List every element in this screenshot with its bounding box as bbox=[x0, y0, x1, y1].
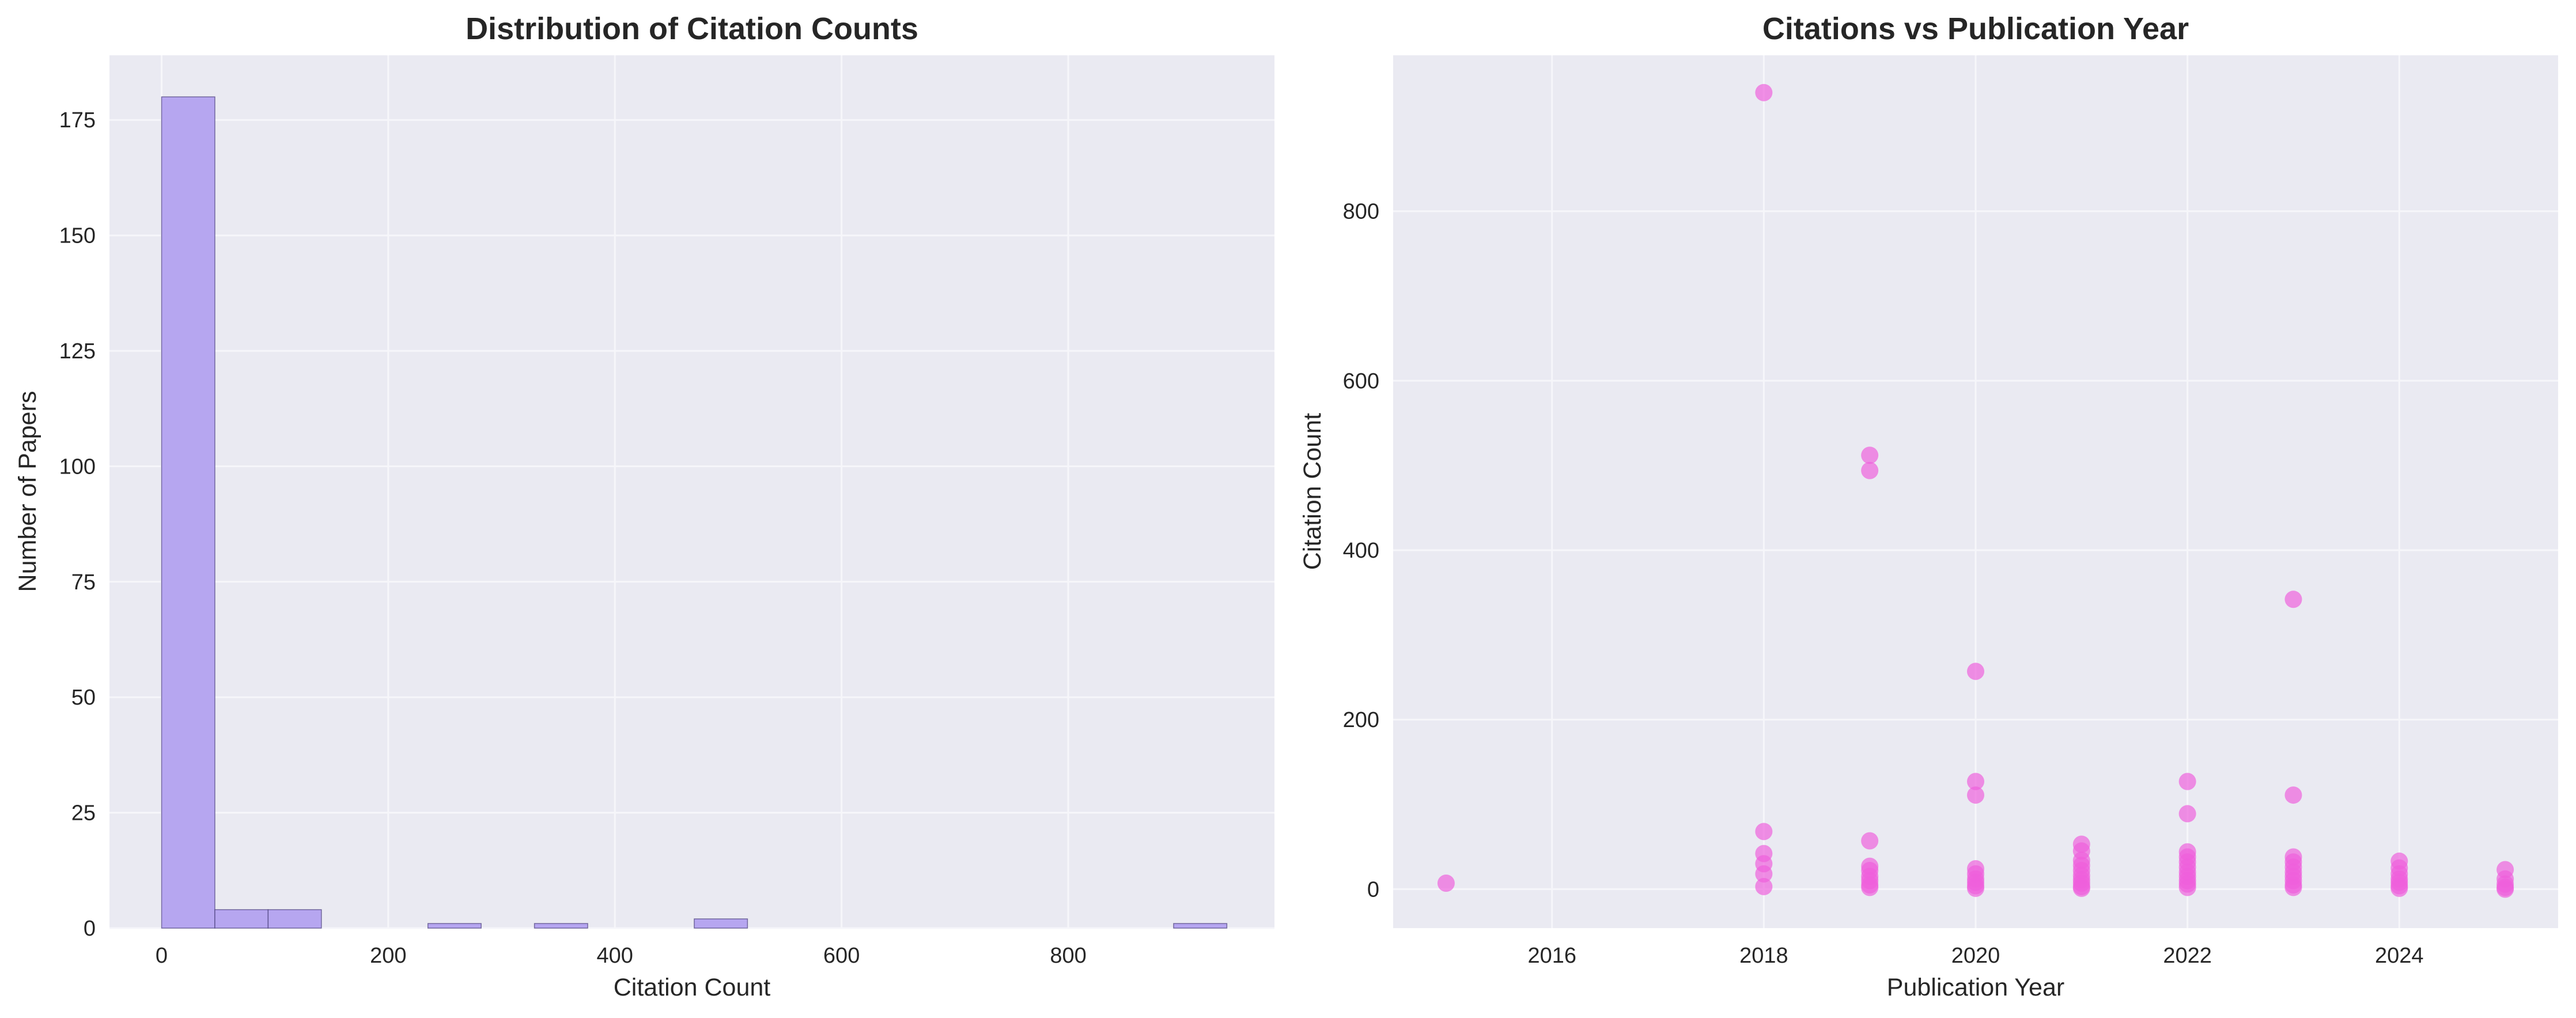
scatter-panel: Citations vs Publication Year 2016 2018 20… bbox=[1299, 12, 2558, 1001]
scatter-point bbox=[1861, 879, 1879, 896]
y-tick-label: 400 bbox=[1343, 539, 1379, 563]
histogram-title: Distribution of Citation Counts bbox=[466, 12, 918, 46]
scatter-point bbox=[2284, 786, 2302, 804]
scatter-x-axis-label: Publication Year bbox=[1887, 974, 2064, 1001]
x-tick-label: 800 bbox=[1050, 944, 1086, 968]
histogram-x-ticks: 0 200 400 600 800 bbox=[156, 944, 1087, 968]
scatter-title: Citations vs Publication Year bbox=[1762, 12, 2189, 46]
scatter-point bbox=[1967, 786, 1984, 804]
x-tick-label: 200 bbox=[370, 944, 406, 968]
scatter-point bbox=[2178, 879, 2196, 896]
scatter-point bbox=[1755, 84, 1773, 101]
y-tick-label: 0 bbox=[84, 917, 96, 941]
scatter-point bbox=[2390, 879, 2408, 897]
histogram-plot-area bbox=[109, 55, 1274, 928]
scatter-y-axis-label: Citation Count bbox=[1299, 413, 1326, 570]
scatter-point bbox=[2178, 805, 2196, 823]
histogram-bar bbox=[214, 909, 269, 929]
scatter-point bbox=[1437, 875, 1455, 892]
scatter-points bbox=[1437, 84, 2514, 898]
scatter-point bbox=[2496, 880, 2514, 898]
y-tick-label: 0 bbox=[1367, 877, 1379, 902]
x-tick-label: 2020 bbox=[1951, 944, 2000, 968]
scatter-point bbox=[2178, 773, 2196, 790]
scatter-point bbox=[2284, 591, 2302, 608]
y-tick-label: 175 bbox=[59, 108, 96, 133]
histogram-bars bbox=[161, 96, 1228, 929]
y-tick-label: 125 bbox=[59, 339, 96, 364]
y-tick-label: 200 bbox=[1343, 708, 1379, 732]
x-tick-label: 2022 bbox=[2163, 944, 2212, 968]
histogram-panel: Distribution of Citation Counts 0 200 400 6… bbox=[14, 12, 1274, 1001]
scatter-point bbox=[1861, 461, 1879, 479]
x-tick-label: 2024 bbox=[2375, 944, 2424, 968]
y-tick-label: 25 bbox=[71, 801, 96, 826]
histogram-bar bbox=[427, 923, 482, 929]
scatter-point bbox=[1755, 877, 1773, 895]
scatter-point bbox=[2072, 879, 2090, 897]
x-tick-label: 400 bbox=[597, 944, 633, 968]
scatter-point bbox=[1755, 823, 1773, 841]
scatter-x-ticks: 2016 2018 2020 2022 2024 bbox=[1527, 944, 2423, 968]
y-tick-label: 75 bbox=[71, 570, 96, 595]
y-tick-label: 150 bbox=[59, 224, 96, 248]
scatter-point bbox=[1967, 773, 1984, 790]
histogram-bar bbox=[534, 923, 588, 929]
scatter-point bbox=[1967, 663, 1984, 680]
histogram-y-axis-label: Number of Papers bbox=[14, 391, 41, 592]
histogram-bar bbox=[694, 918, 748, 929]
x-tick-label: 2018 bbox=[1739, 944, 1788, 968]
y-tick-label: 800 bbox=[1343, 200, 1379, 224]
scatter-point bbox=[1861, 832, 1879, 850]
y-tick-label: 600 bbox=[1343, 369, 1379, 393]
scatter-y-ticks: 0 200 400 600 800 bbox=[1343, 200, 1379, 902]
histogram-bar bbox=[267, 909, 322, 929]
x-tick-label: 600 bbox=[823, 944, 860, 968]
scatter-point bbox=[1755, 865, 1773, 883]
histogram-grid bbox=[109, 55, 1274, 929]
scatter-point bbox=[1967, 879, 1984, 897]
scatter-point bbox=[1861, 446, 1879, 464]
scatter-point bbox=[2284, 879, 2302, 896]
histogram-bar bbox=[1173, 923, 1228, 929]
y-tick-label: 100 bbox=[59, 455, 96, 479]
x-tick-label: 2016 bbox=[1527, 944, 1576, 968]
histogram-y-ticks: 0 25 50 75 100 125 150 175 bbox=[59, 108, 96, 941]
histogram-bar bbox=[161, 96, 215, 929]
x-tick-label: 0 bbox=[156, 944, 168, 968]
y-tick-label: 50 bbox=[71, 686, 96, 710]
histogram-x-axis-label: Citation Count bbox=[614, 974, 771, 1001]
